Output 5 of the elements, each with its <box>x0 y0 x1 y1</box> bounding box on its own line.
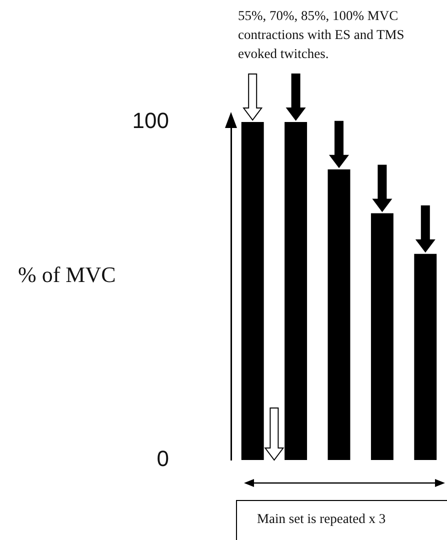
y-tick-label: 0 <box>156 446 169 472</box>
text: Main set is repeated x 3 <box>236 500 447 540</box>
y-tick-label: 100 <box>132 108 169 134</box>
y-axis-title: % of MVC <box>18 262 116 288</box>
text: 55%, 70%, 85%, 100% MVC contractions with ES and TMS evoked twitches. <box>238 7 406 63</box>
